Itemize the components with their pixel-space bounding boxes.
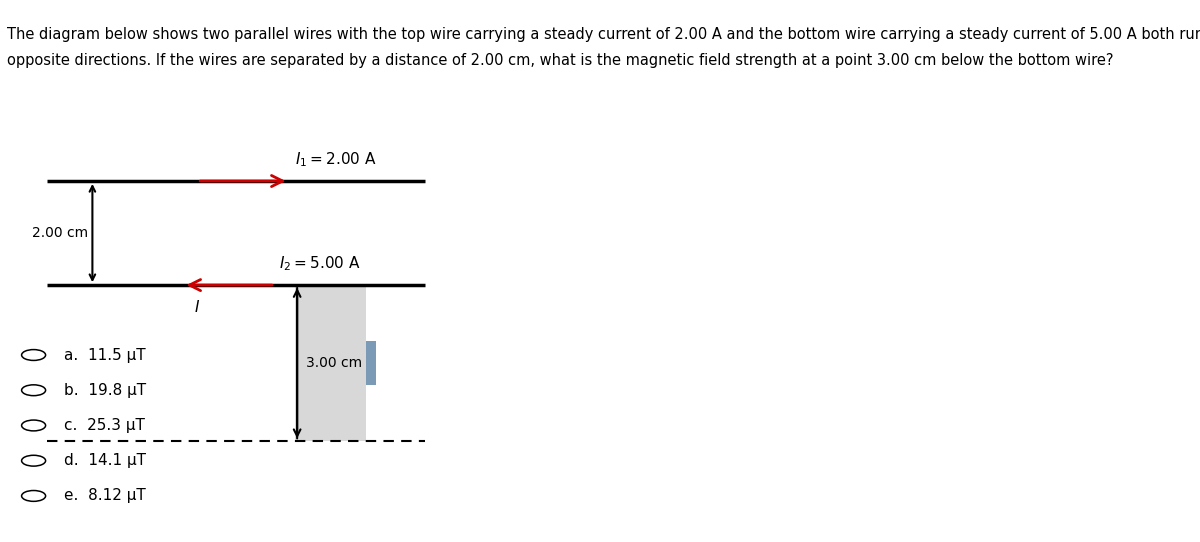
Bar [366,341,376,385]
Bar [295,285,366,441]
Text: c.  25.3 μT: c. 25.3 μT [64,418,144,433]
Text: b.  19.8 μT: b. 19.8 μT [64,383,145,398]
Text: 3.00 cm: 3.00 cm [306,356,362,370]
Text: 2.00 cm: 2.00 cm [31,226,88,240]
Text: d.  14.1 μT: d. 14.1 μT [64,453,145,468]
Text: opposite directions. If the wires are separated by a distance of 2.00 cm, what i: opposite directions. If the wires are se… [7,53,1114,68]
Text: e.  8.12 μT: e. 8.12 μT [64,488,145,504]
Text: $I_1 = 2.00$ A: $I_1 = 2.00$ A [295,150,377,169]
Text: a.  11.5 μT: a. 11.5 μT [64,347,145,363]
Text: I: I [196,300,199,315]
Text: The diagram below shows two parallel wires with the top wire carrying a steady c: The diagram below shows two parallel wir… [7,27,1200,42]
Text: $I_2 = 5.00$ A: $I_2 = 5.00$ A [280,254,361,273]
